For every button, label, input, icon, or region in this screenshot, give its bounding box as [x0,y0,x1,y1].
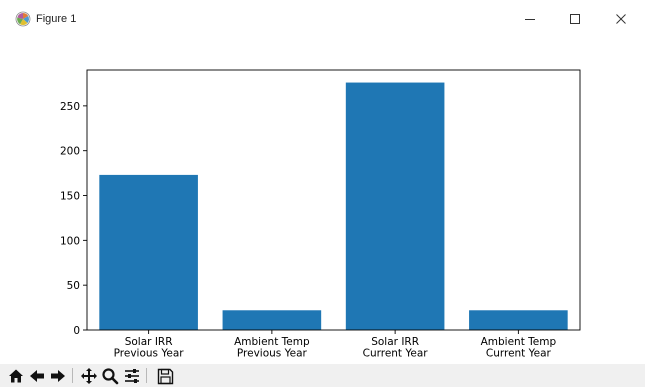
home-icon [9,369,23,383]
home-button[interactable] [7,367,25,385]
forward-icon [51,370,65,382]
bar-3 [469,310,568,330]
configure-subplots-button[interactable] [123,367,141,385]
close-button[interactable] [606,6,636,32]
bar-0 [99,174,198,330]
x-tick-label-3: Ambient Temp Current Year [481,336,557,360]
maximize-icon [570,14,580,24]
minimize-button[interactable] [515,6,545,32]
navigation-toolbar [0,364,645,387]
pan-button[interactable] [80,367,98,385]
matplotlib-icon [15,11,31,27]
y-tick-label-1: 50 [67,280,80,292]
maximize-button[interactable] [560,6,590,32]
bar-1 [222,310,322,330]
minimize-icon [525,19,535,20]
figure-canvas[interactable]: 0 50 100 150 200 250 Solar IRR Previous Year Amb… [0,38,645,363]
forward-button[interactable] [49,367,67,385]
axes-frame [86,69,581,331]
y-tick-label-4: 200 [60,146,80,158]
zoom-button[interactable] [101,367,119,385]
toolbar-separator [72,368,73,383]
toolbar-separator [146,368,147,383]
back-button[interactable] [28,367,46,385]
save-icon [157,368,173,384]
x-tick-label-2: Solar IRR Current Year [363,336,429,360]
zoom-icon [102,368,119,385]
x-tick-label-1: Ambient Temp Previous Year [234,336,310,360]
window-title: Figure 1 [36,13,77,25]
y-tick-label-0: 0 [73,325,80,337]
bar-2 [345,82,445,330]
window-titlebar: Figure 1 [0,0,645,38]
close-icon [616,14,626,24]
y-tick-label-2: 100 [60,235,80,247]
save-button[interactable] [156,367,174,385]
configure-subplots-icon [125,369,139,383]
bar-chart: 0 50 100 150 200 250 Solar IRR Previous Year Amb… [60,69,581,360]
back-icon [30,370,44,382]
pan-icon [81,368,97,384]
y-tick-label-3: 150 [60,191,80,203]
y-tick-label-5: 250 [60,101,80,113]
x-tick-label-0: Solar IRR Previous Year [114,336,185,360]
